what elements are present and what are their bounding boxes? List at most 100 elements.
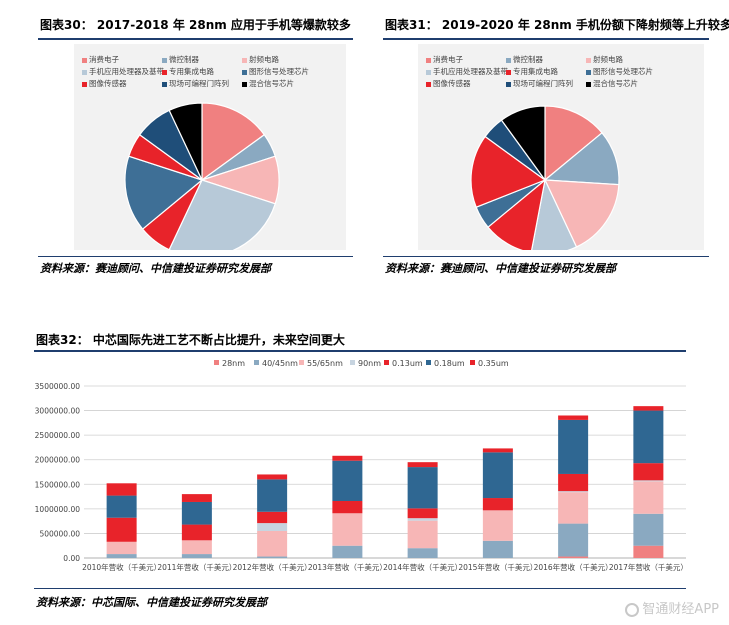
pie-chart-svg (124, 102, 280, 258)
legend-item: 射频电路 (586, 54, 623, 65)
x-tick-label: 2015年营收（千美元） (458, 562, 537, 572)
legend-swatch (470, 360, 475, 365)
legend-item: 现场可编程门阵列 (162, 78, 229, 89)
y-tick-label: 2500000.00 (35, 431, 81, 440)
bar-segment (181, 494, 212, 502)
legend-item: 手机应用处理器及基带 (426, 66, 508, 77)
legend-swatch (162, 69, 167, 75)
legend-label: 0.18um (434, 359, 465, 368)
bar-segment (257, 523, 288, 531)
bar-segment (633, 481, 664, 514)
bar-segment (257, 556, 288, 558)
legend-swatch (384, 360, 389, 365)
x-tick-label: 2011年营收（千美元） (157, 562, 236, 572)
bar-segment (181, 524, 212, 541)
legend-swatch (586, 57, 591, 63)
legend-item: 图像传感器 (82, 78, 127, 89)
legend-swatch (586, 81, 591, 87)
legend-item: 40/45nm (254, 359, 298, 368)
figure-32-bar-chart: 28nm 40/45nm 55/65nm 90nm 0.13um 0.18um 0.35um… (35, 359, 688, 572)
x-tick-label: 2013年营收（千美元） (308, 562, 387, 572)
watermark-text: 智通财经APP (642, 602, 719, 617)
figure-30-source: 资料来源：赛迪顾问、中信建投证券研究发展部 (40, 262, 271, 275)
legend-item: 微控制器 (162, 54, 199, 65)
bar-segment (332, 500, 363, 514)
y-tick-label: 3500000.00 (35, 382, 81, 391)
bar-segment (257, 474, 288, 480)
figure-30-title: 图表30： 2017-2018 年 28nm 应用于手机等爆款较多 (40, 18, 351, 32)
legend-label: 图形信号处理芯片 (593, 67, 653, 76)
legend-label: 手机应用处理器及基带 (89, 67, 164, 76)
figure-32-title: 图表32： 中芯国际先进工艺不断占比提升，未来空间更大 (36, 333, 345, 347)
figure-30-bottom-rule (38, 256, 353, 257)
legend-label: 手机应用处理器及基带 (433, 67, 508, 76)
legend-item: 图形信号处理芯片 (242, 66, 309, 77)
figure-31-source: 资料来源：赛迪顾问、中信建投证券研究发展部 (385, 262, 616, 275)
bar-segment (407, 518, 438, 521)
bar-segment (558, 415, 589, 420)
legend-swatch (254, 360, 259, 365)
legend-swatch (586, 69, 591, 75)
pie-slice (470, 135, 547, 209)
legend-swatch (426, 69, 431, 75)
legend-item: 专用集成电路 (162, 66, 214, 77)
legend-label: 28nm (222, 359, 245, 368)
bar-segment (633, 410, 664, 464)
bar-segment (558, 491, 589, 493)
bar-segment (332, 545, 363, 558)
legend-label: 消费电子 (433, 55, 463, 64)
bar-segment (407, 508, 438, 519)
bar-segment (482, 452, 513, 499)
figure-30-rule (38, 38, 353, 40)
bar-segment (407, 462, 438, 468)
legend-item: 手机应用处理器及基带 (82, 66, 164, 77)
legend-label: 40/45nm (262, 359, 298, 368)
legend-label: 图像传感器 (89, 79, 127, 88)
pie-chart-svg (470, 105, 620, 255)
legend-label: 微控制器 (169, 55, 199, 64)
figure-32-rule (34, 350, 686, 352)
legend-item: 0.18um (426, 359, 465, 368)
bar-segment (106, 517, 137, 542)
bar-segment (482, 448, 513, 453)
pie-slice (544, 179, 620, 248)
bar-segment (558, 523, 589, 557)
legend-item: 消费电子 (426, 54, 463, 65)
legend-swatch (426, 360, 431, 365)
legend-swatch (242, 57, 247, 63)
bar-segment (558, 473, 589, 492)
legend-swatch (162, 81, 167, 87)
figure-31-title: 图表31： 2019-2020 年 28nm 手机份额下降射频等上升较多 (385, 18, 729, 32)
legend-label: 55/65nm (307, 359, 343, 368)
legend-swatch (506, 57, 511, 63)
bar-segment (257, 530, 288, 557)
legend-label: 射频电路 (249, 55, 279, 64)
watermark-logo-icon (625, 602, 640, 617)
figure-30-pie-chart: 消费电子 微控制器 射频电路 手机应用处理器及基带 专用集成电路 图形信号处理芯片 图像传感… (74, 44, 346, 258)
legend-label: 微控制器 (513, 55, 543, 64)
bar-segment (407, 548, 438, 558)
bar-segment (633, 463, 664, 481)
legend-label: 射频电路 (593, 55, 623, 64)
legend-item: 0.13um (384, 359, 423, 368)
y-tick-label: 0.00 (63, 554, 80, 563)
x-tick-label: 2016年营收（千美元） (534, 562, 613, 572)
legend-label: 90nm (358, 359, 381, 368)
bar-segment (558, 492, 589, 524)
legend-label: 混合信号芯片 (249, 79, 294, 88)
legend-swatch (506, 69, 511, 75)
legend-swatch (426, 81, 431, 87)
watermark: 智通财经APP (625, 598, 719, 617)
legend-label: 现场可编程门阵列 (513, 79, 573, 88)
pie-slice (544, 105, 603, 182)
bar-segment (332, 513, 363, 546)
y-tick-label: 1500000.00 (35, 480, 81, 489)
bar-segment (633, 545, 664, 558)
legend-swatch (242, 69, 247, 75)
legend-swatch (82, 57, 87, 63)
bar-segment (558, 419, 589, 474)
legend-item: 0.35um (470, 359, 509, 368)
legend-item: 现场可编程门阵列 (506, 78, 573, 89)
bar-segment (482, 510, 513, 541)
bar-segment (181, 501, 212, 525)
